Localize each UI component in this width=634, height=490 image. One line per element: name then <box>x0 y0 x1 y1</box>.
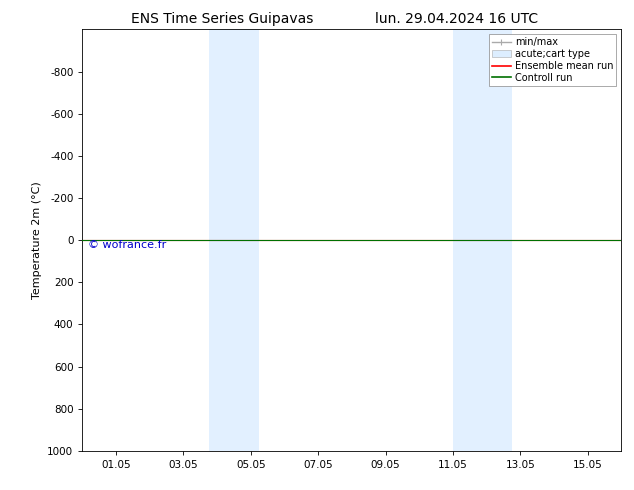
Bar <box>453 29 512 451</box>
Text: © wofrance.fr: © wofrance.fr <box>87 240 166 250</box>
Legend: min/max, acute;cart type, Ensemble mean run, Controll run: min/max, acute;cart type, Ensemble mean … <box>489 34 616 86</box>
Text: ENS Time Series Guipavas: ENS Time Series Guipavas <box>131 12 313 26</box>
Text: lun. 29.04.2024 16 UTC: lun. 29.04.2024 16 UTC <box>375 12 538 26</box>
Bar <box>209 29 259 451</box>
Y-axis label: Temperature 2m (°C): Temperature 2m (°C) <box>32 181 42 299</box>
